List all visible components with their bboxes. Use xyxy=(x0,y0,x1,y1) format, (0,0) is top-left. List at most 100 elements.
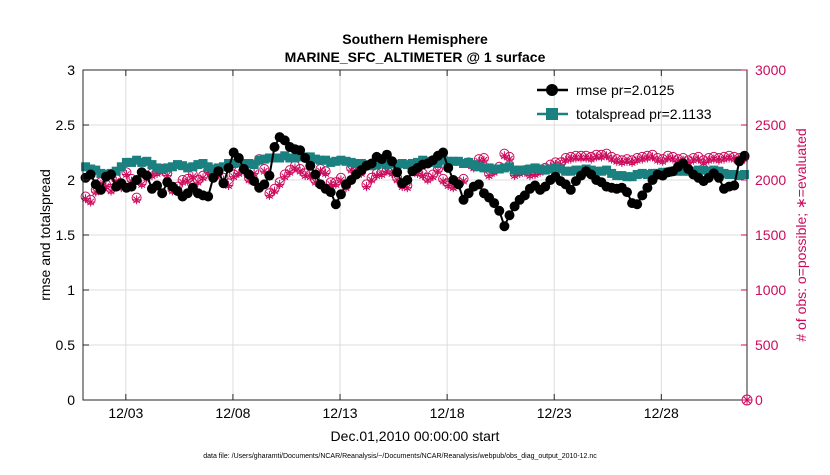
chart-title-line1: Southern Hemisphere xyxy=(342,31,488,47)
totalspread-point xyxy=(459,159,469,168)
totalspread-point xyxy=(275,153,285,163)
rmse-point xyxy=(300,153,311,163)
obs-evaluated-point xyxy=(275,179,285,189)
rmse-point xyxy=(330,199,341,210)
obs-evaluated-point xyxy=(504,154,514,164)
rmse-point xyxy=(637,190,648,201)
obs-evaluated-point xyxy=(591,152,601,162)
totalspread-point xyxy=(550,163,560,173)
legend-rmse-label: rmse pr=2.0125 xyxy=(576,82,675,98)
totalspread-point xyxy=(407,159,417,168)
rmse-point xyxy=(713,172,724,183)
totalspread-point xyxy=(566,166,576,176)
rmse-point xyxy=(453,179,464,190)
totalspread-point xyxy=(172,160,182,170)
obs-evaluated-point xyxy=(121,170,131,179)
totalspread-point xyxy=(290,153,300,163)
totalspread-point xyxy=(382,160,392,170)
rmse-point xyxy=(141,170,152,181)
obs-evaluated-point xyxy=(229,172,239,182)
totalspread-point xyxy=(162,163,172,173)
right-axis-zero-marker xyxy=(741,394,753,406)
totalspread-point xyxy=(229,159,239,168)
totalspread-point xyxy=(499,163,509,173)
obs-evaluated-point xyxy=(433,166,443,176)
obs-evaluated-point xyxy=(361,182,371,192)
totalspread-point xyxy=(525,164,535,174)
x-tick-label: 12/23 xyxy=(537,405,572,421)
totalspread-point xyxy=(678,166,688,176)
totalspread-point xyxy=(627,172,637,182)
obs-evaluated-point xyxy=(132,195,142,205)
rmse-point xyxy=(223,162,234,173)
rmse-point xyxy=(325,187,336,198)
totalspread-point xyxy=(739,170,749,179)
totalspread-point xyxy=(157,164,167,174)
rmse-point xyxy=(269,142,280,152)
totalspread-point xyxy=(280,151,290,161)
totalspread-point xyxy=(167,162,177,172)
totalspread-point xyxy=(612,171,622,181)
x-tick-label: 12/13 xyxy=(323,405,358,421)
totalspread-point xyxy=(295,152,305,162)
totalspread-point xyxy=(520,165,530,175)
y-tick-label-left: 3 xyxy=(67,62,75,78)
totalspread-point xyxy=(699,165,709,175)
totalspread-point xyxy=(704,166,714,176)
rmse-point xyxy=(443,162,454,173)
x-axis-label: Dec.01,2010 00:00:00 start xyxy=(331,428,500,444)
rmse-point xyxy=(632,199,643,210)
totalspread-point xyxy=(208,164,218,174)
totalspread-point xyxy=(642,170,652,179)
totalspread-point xyxy=(336,155,346,165)
obs-evaluated-point xyxy=(377,170,387,179)
totalspread-point xyxy=(310,154,320,164)
totalspread-point xyxy=(91,165,101,175)
obs-evaluated-point xyxy=(295,166,305,176)
obs-evaluated-point xyxy=(709,154,719,164)
rmse-point xyxy=(335,189,346,200)
obs-evaluated-point xyxy=(438,176,448,186)
rmse-point xyxy=(95,184,106,195)
rmse-point xyxy=(392,167,403,178)
totalspread-point xyxy=(346,157,356,167)
totalspread-point xyxy=(453,156,463,166)
y-tick-label-left: 1 xyxy=(67,282,75,298)
totalspread-point xyxy=(413,157,423,167)
totalspread-point xyxy=(132,155,142,165)
rmse-point xyxy=(387,156,398,167)
rmse-point xyxy=(85,169,96,180)
totalspread-point xyxy=(479,163,489,173)
obs-evaluated-point xyxy=(693,154,703,164)
rmse-point xyxy=(152,180,163,191)
rmse-point xyxy=(499,221,510,232)
obs-evaluated-point xyxy=(499,151,509,161)
x-tick-label: 12/08 xyxy=(215,405,250,421)
y-tick-label-left: 0.5 xyxy=(56,337,76,353)
totalspread-point xyxy=(602,165,612,175)
x-tick-label: 12/18 xyxy=(430,405,465,421)
totalspread-point xyxy=(259,154,269,164)
rmse-point xyxy=(402,175,413,185)
totalspread-point xyxy=(648,168,658,178)
rmse-point xyxy=(305,160,316,171)
totalspread-point xyxy=(484,163,494,173)
rmse-point xyxy=(213,166,224,177)
y-tick-label-right: 1000 xyxy=(755,282,786,298)
totalspread-point xyxy=(239,159,249,168)
totalspread-point xyxy=(734,171,744,181)
totalspread-point xyxy=(530,163,540,173)
totalspread-point xyxy=(504,162,514,172)
totalspread-point xyxy=(86,164,96,174)
rmse-point xyxy=(729,180,740,191)
totalspread-point xyxy=(351,159,361,168)
obs-evaluated-point xyxy=(331,179,341,189)
y-tick-label-right: 3000 xyxy=(755,62,786,78)
totalspread-point xyxy=(397,159,407,168)
totalspread-point xyxy=(402,160,412,170)
totalspread-point xyxy=(116,162,126,172)
totalspread-point xyxy=(372,160,382,170)
totalspread-point xyxy=(244,159,254,168)
totalspread-point xyxy=(142,156,152,166)
